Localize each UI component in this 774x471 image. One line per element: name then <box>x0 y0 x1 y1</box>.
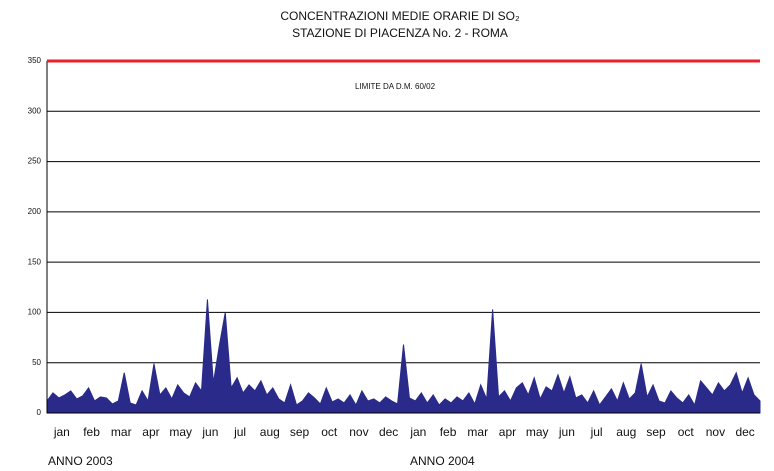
x-tick-label: oct <box>678 425 695 439</box>
x-tick-label: feb <box>83 425 100 439</box>
y-tick-label: 100 <box>28 308 42 317</box>
x-tick-label: sep <box>290 425 310 439</box>
x-tick-label: sep <box>646 425 666 439</box>
y-tick-label: 250 <box>28 157 42 166</box>
x-tick-label: aug <box>260 425 280 439</box>
threshold-label: LIMITE DA D.M. 60/02 <box>355 82 436 91</box>
x-tick-label: jan <box>53 425 70 439</box>
x-tick-label: nov <box>349 425 368 439</box>
x-tick-label: apr <box>499 425 516 439</box>
year-label: ANNO 2003 <box>48 454 113 468</box>
x-tick-label: jul <box>233 425 246 439</box>
x-tick-label: jun <box>558 425 575 439</box>
x-tick-label: jan <box>409 425 426 439</box>
x-tick-label: mar <box>111 425 132 439</box>
x-tick-label: oct <box>321 425 338 439</box>
y-tick-label: 300 <box>28 106 42 115</box>
x-tick-label: aug <box>616 425 636 439</box>
y-tick-label: 0 <box>37 408 42 417</box>
year-label: ANNO 2004 <box>410 454 475 468</box>
x-tick-label: jul <box>590 425 603 439</box>
y-tick-label: 150 <box>28 257 42 266</box>
x-tick-label: jun <box>201 425 218 439</box>
chart-title: CONCENTRAZIONI MEDIE ORARIE DI SO₂ <box>280 9 520 23</box>
x-tick-label: apr <box>142 425 159 439</box>
x-tick-label: dec <box>735 425 754 439</box>
y-tick-label: 200 <box>28 207 42 216</box>
x-tick-label: dec <box>379 425 398 439</box>
y-tick-label: 350 <box>28 56 42 65</box>
x-tick-label: mar <box>467 425 488 439</box>
x-tick-label: may <box>169 425 192 439</box>
x-tick-label: feb <box>440 425 457 439</box>
chart-subtitle: STAZIONE DI PIACENZA No. 2 - ROMA <box>292 26 508 40</box>
y-tick-label: 50 <box>32 358 41 367</box>
x-tick-label: may <box>526 425 549 439</box>
x-tick-label: nov <box>706 425 725 439</box>
series-area <box>46 299 761 414</box>
